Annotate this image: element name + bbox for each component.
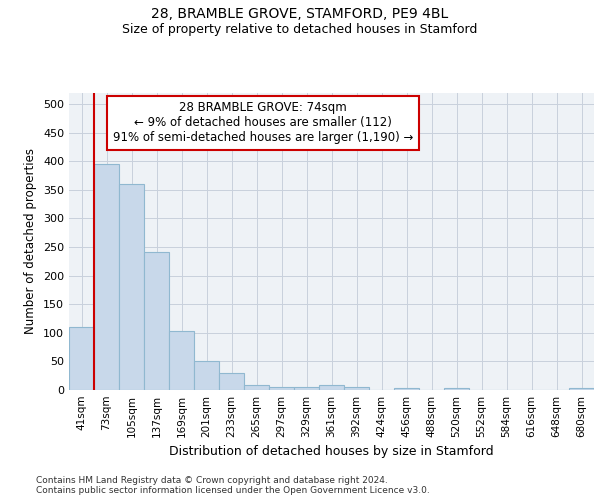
Text: Size of property relative to detached houses in Stamford: Size of property relative to detached ho… — [122, 22, 478, 36]
Bar — [244, 386, 269, 390]
Bar — [394, 388, 419, 390]
Bar — [119, 184, 144, 390]
Bar — [344, 387, 369, 390]
Text: 28, BRAMBLE GROVE, STAMFORD, PE9 4BL: 28, BRAMBLE GROVE, STAMFORD, PE9 4BL — [151, 8, 449, 22]
Bar — [219, 373, 244, 390]
X-axis label: Distribution of detached houses by size in Stamford: Distribution of detached houses by size … — [169, 446, 494, 458]
Bar — [294, 387, 319, 390]
Bar — [94, 164, 119, 390]
Bar — [569, 388, 594, 390]
Bar — [69, 327, 94, 390]
Bar — [194, 362, 219, 390]
Bar — [319, 386, 344, 390]
Text: 28 BRAMBLE GROVE: 74sqm
← 9% of detached houses are smaller (112)
91% of semi-de: 28 BRAMBLE GROVE: 74sqm ← 9% of detached… — [113, 102, 413, 144]
Text: Contains HM Land Registry data © Crown copyright and database right 2024.
Contai: Contains HM Land Registry data © Crown c… — [36, 476, 430, 495]
Bar — [269, 387, 294, 390]
Bar — [444, 388, 469, 390]
Y-axis label: Number of detached properties: Number of detached properties — [25, 148, 37, 334]
Bar — [144, 252, 169, 390]
Bar — [169, 330, 194, 390]
